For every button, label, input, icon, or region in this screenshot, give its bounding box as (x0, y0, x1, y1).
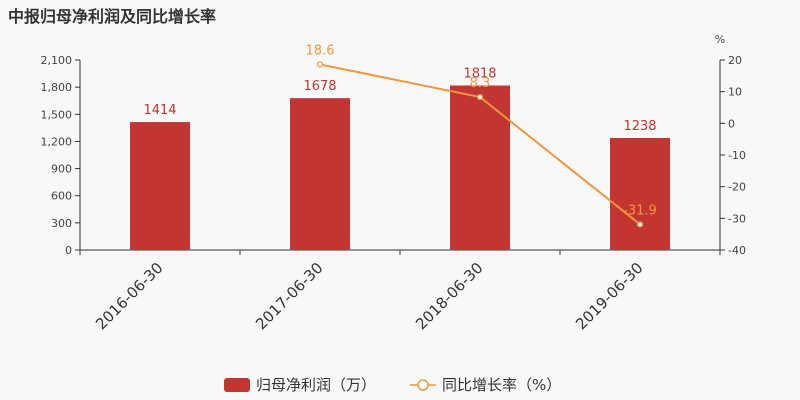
x-tick-label: 2019-06-30 (572, 259, 646, 333)
line-point (476, 93, 484, 101)
bar-label: 1238 (623, 119, 656, 134)
x-tick-label: 2018-06-30 (412, 259, 486, 333)
y-right-tick-label: -20 (728, 181, 746, 194)
legend-bar-label: 归母净利润（万） (256, 376, 376, 394)
line-label: 18.6 (306, 43, 335, 58)
y-left-tick-label: 2,100 (41, 54, 73, 67)
line-label: -31.9 (623, 203, 657, 218)
y-left-tick-label: 900 (51, 163, 72, 176)
y-right-tick-label: 0 (728, 117, 735, 130)
y-right-tick-label: -40 (728, 244, 746, 257)
bar (450, 85, 510, 250)
y-right-tick-label: -30 (728, 212, 746, 225)
bars (130, 85, 670, 250)
y-right-tick-label: 20 (728, 54, 742, 67)
bar (290, 98, 350, 250)
legend-line-label: 同比增长率（%） (442, 376, 561, 394)
y-left-tick-label: 1,800 (41, 81, 73, 94)
bar (130, 122, 190, 250)
line-label: 8.3 (470, 76, 491, 91)
y-left-tick-label: 1,200 (41, 135, 73, 148)
legend-line-marker (417, 379, 429, 391)
y-right-unit: % (715, 33, 725, 46)
y-left-tick-label: 300 (51, 217, 72, 230)
line-series (316, 61, 644, 228)
y-left-tick-label: 1,500 (41, 108, 73, 121)
bar-label: 1678 (303, 79, 336, 94)
y-left-tick-label: 600 (51, 190, 72, 203)
legend: 归母净利润（万） 同比增长率（%） (224, 376, 561, 394)
y-right-tick-label: -10 (728, 149, 746, 162)
x-tick-label: 2016-06-30 (92, 259, 166, 333)
bar-label: 1818 (463, 67, 496, 82)
y-left-tick-label: 0 (65, 244, 72, 257)
line-point (316, 61, 324, 68)
y-right-tick-label: 10 (728, 86, 742, 99)
x-tick-label: 2017-06-30 (252, 259, 326, 333)
line-point (636, 221, 644, 228)
data-labels: 1414 1678 1818 1238 18.6 8.3 -31.9 (143, 43, 656, 218)
bar-label: 1414 (143, 103, 176, 118)
bar (610, 137, 670, 250)
chart-title: 中报归母净利润及同比增长率 (8, 7, 217, 26)
legend-bar-swatch (224, 378, 250, 392)
